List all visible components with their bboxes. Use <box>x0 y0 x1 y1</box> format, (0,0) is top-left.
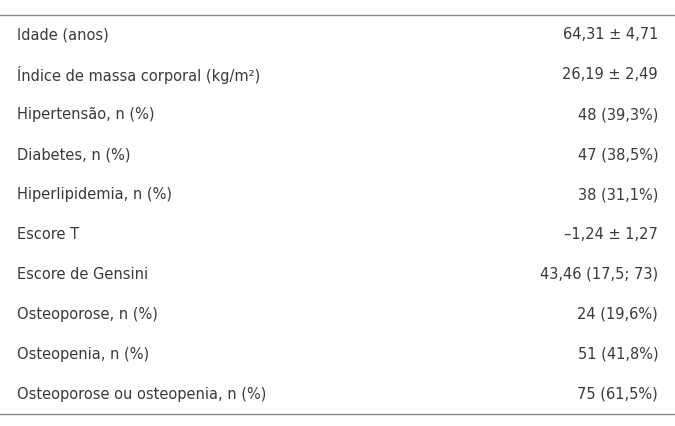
Text: 48 (39,3%): 48 (39,3%) <box>578 107 658 122</box>
Text: Osteopenia, n (%): Osteopenia, n (%) <box>17 347 149 362</box>
Text: 38 (31,1%): 38 (31,1%) <box>578 187 658 202</box>
Text: Idade (anos): Idade (anos) <box>17 27 109 42</box>
Text: Escore de Gensini: Escore de Gensini <box>17 267 148 282</box>
Text: Hiperlipidemia, n (%): Hiperlipidemia, n (%) <box>17 187 172 202</box>
Text: –1,24 ± 1,27: –1,24 ± 1,27 <box>564 227 658 242</box>
Text: Diabetes, n (%): Diabetes, n (%) <box>17 147 130 162</box>
Text: Hipertensão, n (%): Hipertensão, n (%) <box>17 107 155 122</box>
Text: 43,46 (17,5; 73): 43,46 (17,5; 73) <box>540 267 658 282</box>
Text: Escore T: Escore T <box>17 227 79 242</box>
Text: Osteoporose, n (%): Osteoporose, n (%) <box>17 307 158 322</box>
Text: 26,19 ± 2,49: 26,19 ± 2,49 <box>562 67 658 82</box>
Text: Osteoporose ou osteopenia, n (%): Osteoporose ou osteopenia, n (%) <box>17 387 266 402</box>
Text: 47 (38,5%): 47 (38,5%) <box>578 147 658 162</box>
Text: 24 (19,6%): 24 (19,6%) <box>577 307 658 322</box>
Text: 75 (61,5%): 75 (61,5%) <box>577 387 658 402</box>
Text: 64,31 ± 4,71: 64,31 ± 4,71 <box>563 27 658 42</box>
Text: Índice de massa corporal (kg/m²): Índice de massa corporal (kg/m²) <box>17 66 260 84</box>
Text: 51 (41,8%): 51 (41,8%) <box>578 347 658 362</box>
